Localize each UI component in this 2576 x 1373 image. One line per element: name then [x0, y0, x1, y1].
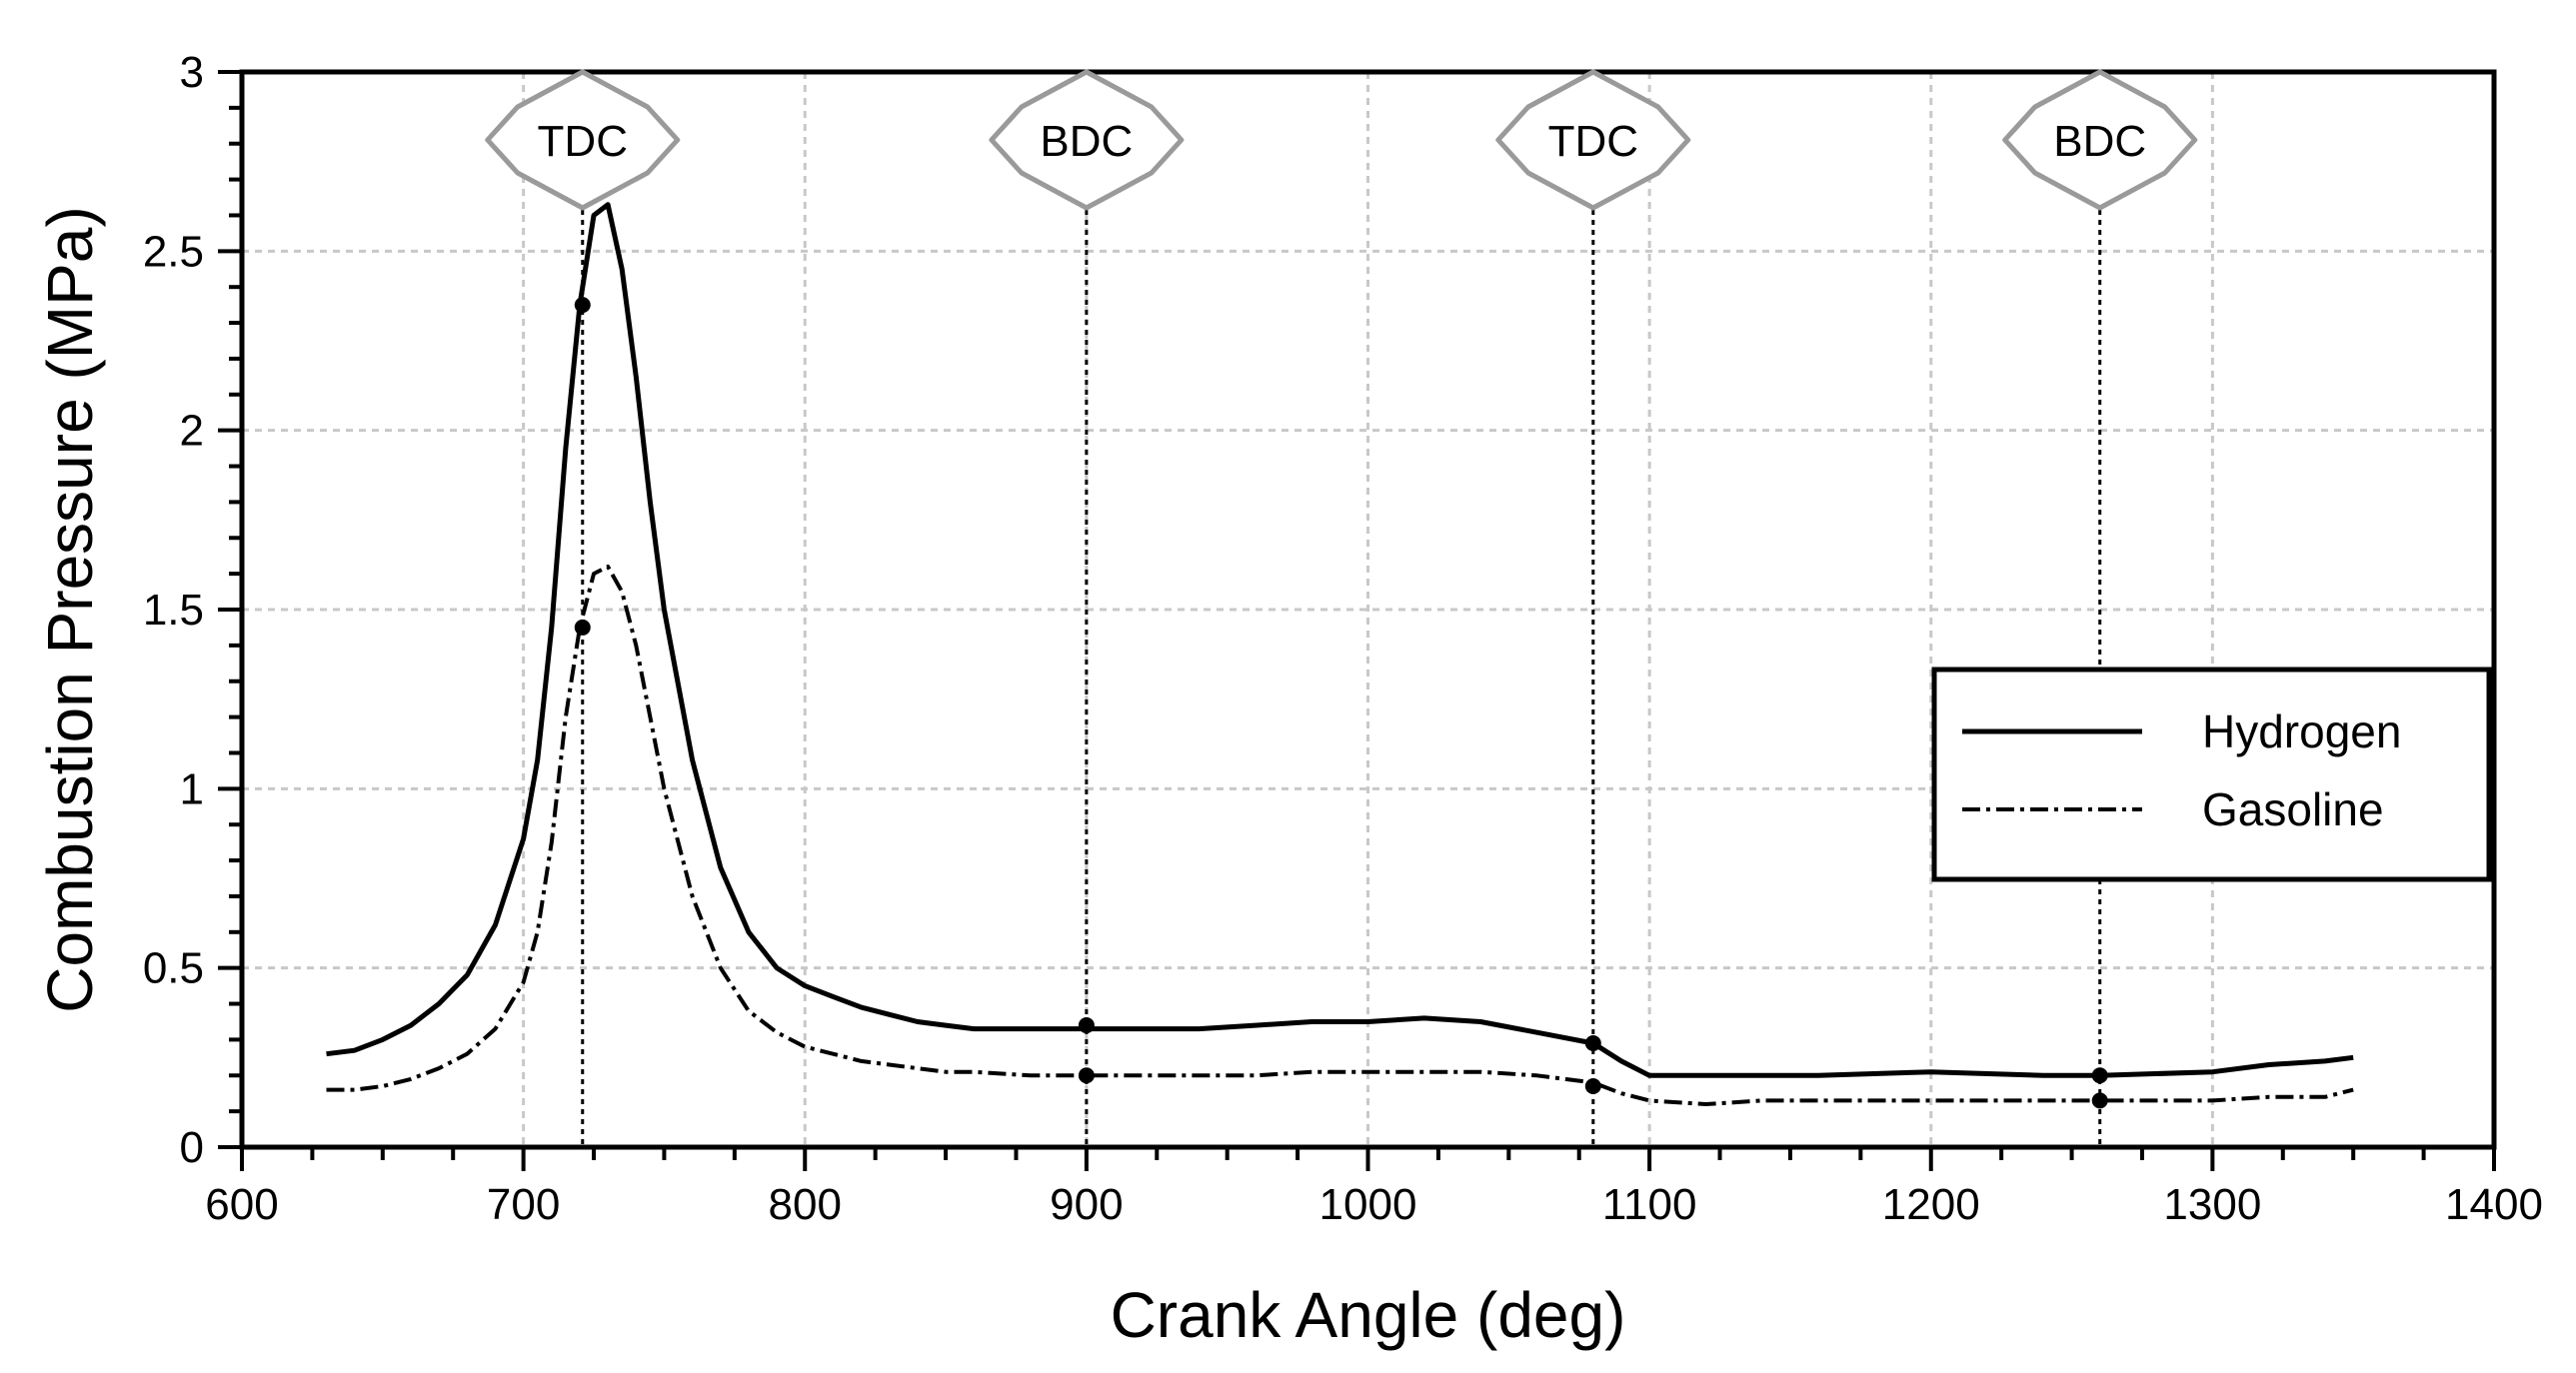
- y-tick-labels: 0 0.5 1 1.5 2 2.5 3: [143, 48, 204, 1172]
- series-line-gasoline: [326, 565, 2354, 1106]
- x-tick-label: 800: [769, 1180, 842, 1229]
- hydrogen-marker-point: [2091, 1067, 2108, 1084]
- x-tick-label: 600: [205, 1180, 278, 1229]
- x-axis-title: Crank Angle (deg): [1111, 1279, 1626, 1351]
- x-tick-label: 1300: [2163, 1180, 2261, 1229]
- legend-label-hydrogen: Hydrogen: [2202, 705, 2401, 757]
- gasoline-marker-point: [1584, 1078, 1601, 1095]
- event-marker-badge: BDC: [2002, 69, 2198, 211]
- event-marker-badge: TDC: [485, 69, 681, 211]
- event-marker-badge-shape: [485, 69, 681, 211]
- y-tick-label: 0.5: [143, 944, 204, 993]
- event-marker-badge-shape: [1495, 69, 1691, 211]
- series-line-hydrogen: [326, 202, 2354, 1078]
- event-marker-lines: [581, 210, 2102, 1147]
- y-tick-label: 1: [180, 764, 204, 813]
- series-lines: [326, 202, 2354, 1106]
- hydrogen-marker-point: [574, 297, 591, 314]
- x-tick-label: 1000: [1319, 1180, 1417, 1229]
- y-tick-label: 3: [180, 48, 204, 97]
- legend: Hydrogen Gasoline: [1931, 667, 2492, 882]
- x-tick-label: 700: [487, 1180, 560, 1229]
- axis-ticks: [218, 70, 2496, 1171]
- gasoline-marker-point: [1078, 1067, 1095, 1084]
- marker-points: [574, 297, 2108, 1109]
- gasoline-marker-point: [2091, 1092, 2108, 1109]
- x-tick-labels: 600 700 800 900 1000 1100 1200 1300 1400: [205, 1180, 2543, 1229]
- event-marker-label: TDC: [1548, 117, 1638, 166]
- event-marker-badge: BDC: [989, 69, 1185, 211]
- legend-label-gasoline: Gasoline: [2202, 783, 2384, 835]
- event-marker-label: TDC: [538, 117, 628, 166]
- event-marker-badge-shape: [989, 69, 1185, 211]
- x-tick-label: 1400: [2445, 1180, 2543, 1229]
- event-marker-badge: TDC: [1495, 69, 1691, 211]
- grid: [242, 72, 2494, 1147]
- event-marker-badges: TDC BDC TDC BDC: [485, 69, 2198, 211]
- y-tick-label: 2.5: [143, 227, 204, 276]
- x-tick-label: 900: [1050, 1180, 1123, 1229]
- y-axis-title: Combustion Pressure (MPa): [34, 206, 106, 1012]
- event-marker-badge-shape: [2002, 69, 2198, 211]
- x-tick-label: 1100: [1602, 1180, 1697, 1229]
- hydrogen-marker-point: [1584, 1034, 1601, 1051]
- hydrogen-marker-point: [1078, 1017, 1095, 1034]
- gasoline-marker-point: [574, 619, 591, 636]
- x-tick-label: 1200: [1882, 1180, 1980, 1229]
- legend-box: [1931, 667, 2492, 882]
- y-tick-label: 1.5: [143, 586, 204, 635]
- event-marker-label: BDC: [1040, 117, 1133, 166]
- event-marker-label: BDC: [2053, 117, 2146, 166]
- y-tick-label: 0: [180, 1123, 204, 1172]
- y-tick-label: 2: [180, 407, 204, 456]
